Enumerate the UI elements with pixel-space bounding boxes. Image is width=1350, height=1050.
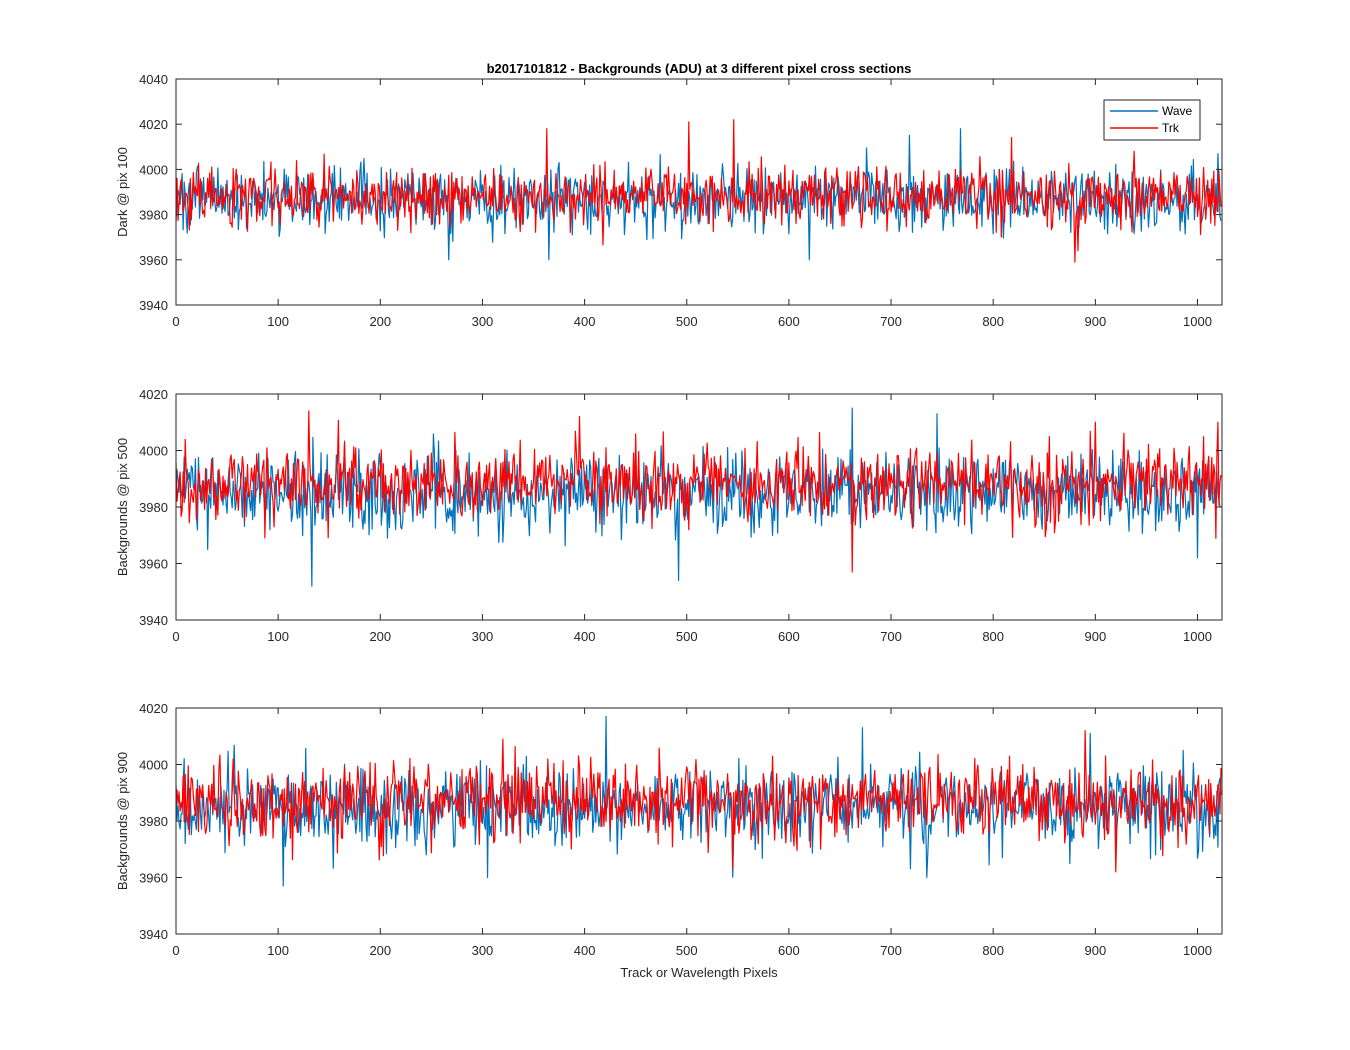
panel-3-series xyxy=(175,715,1222,887)
panel-2-xtick-label: 400 xyxy=(574,629,596,644)
panel-2: 0 100 200 300 400 500 600 700 800 900 1000 3940 3960… xyxy=(115,387,1223,644)
panel-3-xtick-label: 900 xyxy=(1084,943,1106,958)
panel-2-xtick-label: 0 xyxy=(172,629,179,644)
panel-2-ticks: 0 100 200 300 400 500 600 700 800 900 1000 3940 3960… xyxy=(139,387,1222,644)
panel-1-xtick-label: 0 xyxy=(172,314,179,329)
panel-2-xtick-label: 900 xyxy=(1084,629,1106,644)
panel-2-axes-box xyxy=(175,393,1223,621)
panel-1-xtick-label: 900 xyxy=(1084,314,1106,329)
panel-3-xtick-label: 100 xyxy=(267,943,289,958)
panel-2-xtick-label: 1000 xyxy=(1183,629,1212,644)
panel-3-ytick-label: 4000 xyxy=(139,758,168,773)
panel-1-xtick-label: 600 xyxy=(778,314,800,329)
panel-3-xtick-label: 800 xyxy=(982,943,1004,958)
panel-3-series-trk xyxy=(175,730,1222,873)
panel-2-series xyxy=(175,407,1222,587)
legend-wave-label: Wave xyxy=(1162,104,1193,118)
panel-1-ytick-label: 3960 xyxy=(139,253,168,268)
panel-3-ytick-label: 4020 xyxy=(139,701,168,716)
panel-2-xtick-label: 200 xyxy=(369,629,391,644)
panel-2-xtick-label: 800 xyxy=(982,629,1004,644)
panel-1-xtick-label: 400 xyxy=(574,314,596,329)
panel-2-ytick-label: 3940 xyxy=(139,613,168,628)
panel-1: 0 100 200 300 400 500 600 700 800 900 1000 3940 3960… xyxy=(115,72,1223,329)
panel-3-ytick-label: 3960 xyxy=(139,871,168,886)
panel-1-ytick-label: 4020 xyxy=(139,117,168,132)
panel-2-xtick-label: 700 xyxy=(880,629,902,644)
panel-3-ytick-label: 3980 xyxy=(139,814,168,829)
panel-2-xtick-label: 100 xyxy=(267,629,289,644)
panel-3-xtick-label: 200 xyxy=(369,943,391,958)
panel-3-ytick-label: 3940 xyxy=(139,927,168,942)
panel-2-xtick-label: 300 xyxy=(472,629,494,644)
panel-1-xtick-label: 1000 xyxy=(1183,314,1212,329)
chart-title: b2017101812 - Backgrounds (ADU) at 3 dif… xyxy=(487,61,912,76)
panel-1-xtick-label: 800 xyxy=(982,314,1004,329)
panel-2-xtick-label: 500 xyxy=(676,629,698,644)
panel-1-xtick-label: 100 xyxy=(267,314,289,329)
panel-1-series xyxy=(175,119,1222,263)
panel-2-ylabel: Backgrounds @ pix 500 xyxy=(115,438,130,576)
panel-3-xtick-label: 1000 xyxy=(1183,943,1212,958)
panel-1-ytick-label: 3940 xyxy=(139,298,168,313)
panel-1-ytick-label: 3980 xyxy=(139,208,168,223)
panel-1-ytick-label: 4000 xyxy=(139,162,168,177)
panel-3-xtick-label: 400 xyxy=(574,943,596,958)
panel-3-ticks: 0 100 200 300 400 500 600 700 800 900 1000 3940 3960… xyxy=(139,701,1222,958)
panel-3-xtick-label: 600 xyxy=(778,943,800,958)
x-axis-label: Track or Wavelength Pixels xyxy=(620,965,778,980)
panel-2-ytick-label: 3980 xyxy=(139,500,168,515)
panel-2-ytick-label: 4020 xyxy=(139,387,168,402)
panel-3-xtick-label: 500 xyxy=(676,943,698,958)
panel-1-ylabel: Dark @ pix 100 xyxy=(115,147,130,237)
panel-3-ylabel: Backgrounds @ pix 900 xyxy=(115,752,130,890)
panel-2-xtick-label: 600 xyxy=(778,629,800,644)
panel-1-series-trk xyxy=(175,119,1222,263)
panel-1-xtick-label: 500 xyxy=(676,314,698,329)
legend: Wave Trk xyxy=(1103,99,1201,141)
panel-3-xtick-label: 0 xyxy=(172,943,179,958)
legend-box xyxy=(1103,99,1201,141)
panel-1-ytick-label: 4040 xyxy=(139,72,168,87)
panel-3: 0 100 200 300 400 500 600 700 800 900 1000 3940 3960… xyxy=(115,701,1223,958)
panel-1-ticks: 0 100 200 300 400 500 600 700 800 900 1000 3940 3960… xyxy=(139,72,1222,329)
panel-3-xtick-label: 700 xyxy=(880,943,902,958)
panel-1-xtick-label: 700 xyxy=(880,314,902,329)
panel-2-series-trk xyxy=(175,410,1222,573)
panel-2-ytick-label: 4000 xyxy=(139,444,168,459)
legend-trk-label: Trk xyxy=(1162,121,1180,135)
panel-3-xtick-label: 300 xyxy=(472,943,494,958)
panel-1-axes-box xyxy=(175,78,1223,306)
panel-2-ytick-label: 3960 xyxy=(139,557,168,572)
panel-1-xtick-label: 200 xyxy=(369,314,391,329)
panel-1-xtick-label: 300 xyxy=(472,314,494,329)
